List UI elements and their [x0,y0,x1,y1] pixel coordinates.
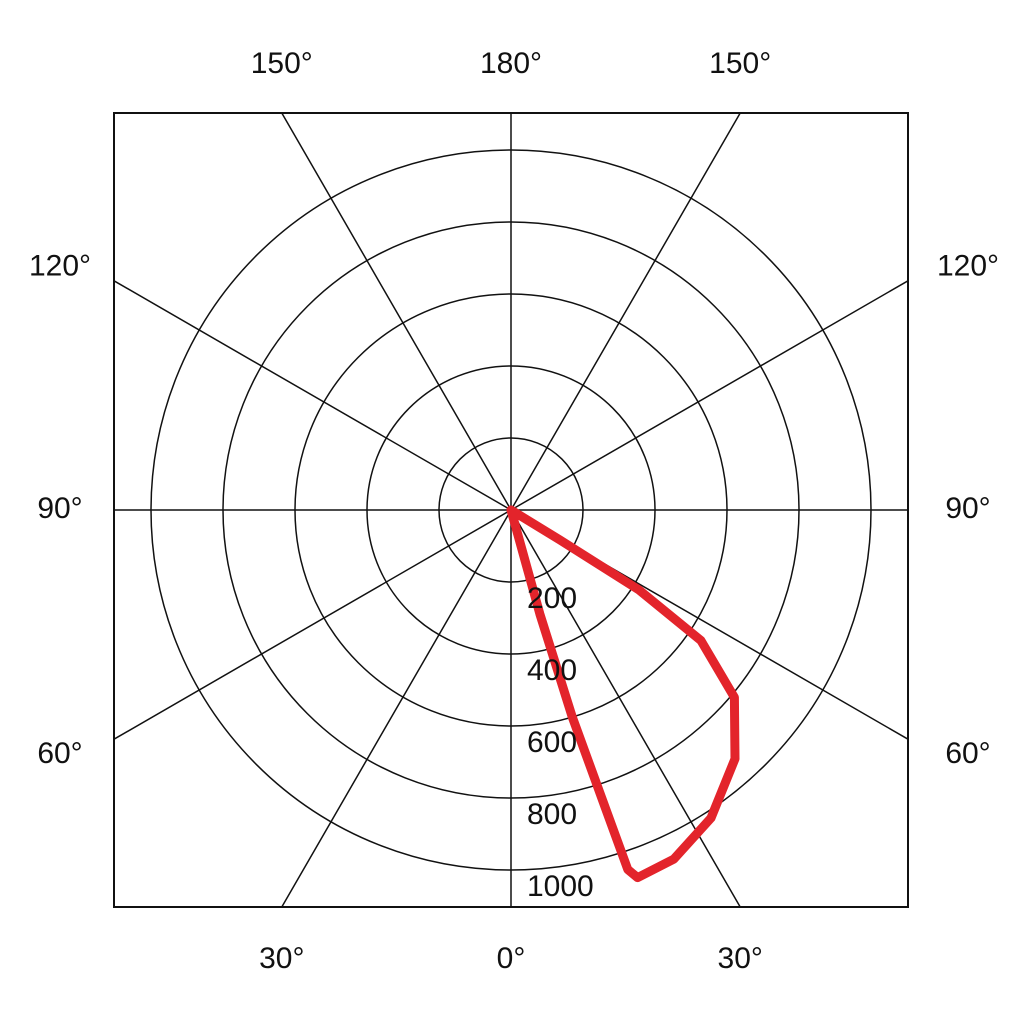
angle-tick-label: 180° [480,47,542,80]
r-tick-label: 400 [527,654,577,687]
angle-tick-label: 120° [937,250,999,283]
angle-tick-label: 30° [259,942,304,975]
angle-tick-label: 0° [497,942,526,975]
grid-spoke [281,112,512,511]
angle-tick-label: 90° [945,492,990,525]
grid-spoke [281,509,512,908]
grid-spoke [510,112,741,511]
angle-tick-label: 150° [251,47,313,80]
angle-tick-label: 120° [29,250,91,283]
grid-spoke [113,509,512,740]
angle-tick-label: 90° [37,492,82,525]
angle-tick-label: 60° [945,737,990,770]
angle-tick-label: 60° [37,737,82,770]
intensity-curve [506,505,740,883]
angle-tick-label: 30° [718,942,763,975]
angle-tick-label: 150° [709,47,771,80]
grid-spoke [510,280,909,511]
r-tick-label: 600 [527,726,577,759]
grid-spoke [113,280,512,511]
r-tick-label: 1000 [527,870,594,903]
r-tick-label: 200 [527,582,577,615]
grid-spoke [510,509,741,908]
r-tick-label: 800 [527,798,577,831]
